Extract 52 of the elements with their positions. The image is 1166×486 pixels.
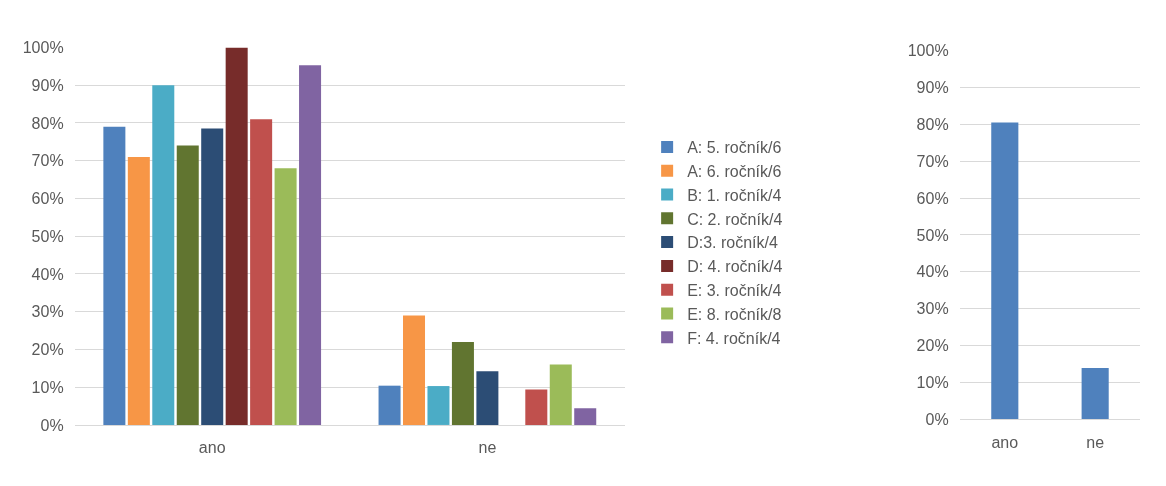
bar	[201, 128, 224, 425]
x-tick-label: ano	[991, 433, 1019, 451]
y-tick-label: 80%	[31, 114, 64, 132]
y-tick-label: 40%	[31, 265, 64, 283]
y-tick-label: 80%	[916, 116, 949, 134]
bar	[152, 85, 175, 425]
bar	[451, 341, 474, 425]
bar	[549, 364, 572, 425]
y-tick-label: 50%	[916, 226, 949, 244]
y-tick-label: 90%	[916, 79, 949, 97]
legend-label: F: 4. ročník/4	[687, 329, 781, 347]
legend-label: C: 2. ročník/4	[687, 210, 783, 228]
bar	[274, 168, 297, 425]
y-tick-label: 60%	[916, 189, 949, 207]
bar	[103, 126, 126, 425]
x-tick-label: ano	[198, 439, 226, 457]
legend-label: A: 6. ročník/6	[687, 162, 782, 180]
legend-label: E: 3. ročník/4	[687, 281, 782, 299]
bar	[250, 119, 273, 425]
bar	[127, 156, 150, 425]
x-tick-label: ne	[1086, 433, 1105, 451]
y-tick-label: 10%	[31, 378, 64, 396]
bar	[378, 385, 401, 425]
y-tick-label: 70%	[31, 152, 64, 170]
y-tick-label: 90%	[31, 76, 64, 94]
bar	[476, 371, 499, 425]
legend-label: A: 5. ročník/6	[687, 139, 782, 157]
bar	[176, 145, 199, 425]
y-tick-label: 40%	[916, 263, 949, 281]
y-tick-label: 60%	[31, 190, 64, 208]
bar	[525, 389, 548, 425]
y-tick-label: 30%	[916, 300, 949, 318]
y-tick-label: 10%	[916, 374, 949, 392]
bar	[574, 408, 597, 425]
y-tick-label: 100%	[22, 39, 64, 56]
y-tick-label: 70%	[916, 152, 949, 170]
bar	[403, 315, 426, 425]
legend-label: D: 4. ročník/4	[687, 258, 783, 276]
legend-label: B: 1. ročník/4	[687, 186, 782, 204]
x-tick-label: ne	[478, 439, 497, 457]
y-tick-label: 50%	[31, 227, 64, 245]
y-tick-label: 0%	[40, 416, 64, 434]
y-tick-label: 30%	[31, 303, 64, 321]
bar	[225, 47, 248, 425]
y-tick-label: 100%	[907, 42, 949, 60]
bar	[299, 65, 322, 425]
legend-label: D:3. ročník/4	[687, 234, 778, 252]
y-tick-label: 20%	[31, 341, 64, 359]
legend-label: E: 8. ročník/8	[687, 305, 782, 323]
y-tick-label: 0%	[925, 410, 949, 428]
y-tick-label: 20%	[916, 337, 949, 355]
bar	[427, 386, 450, 425]
